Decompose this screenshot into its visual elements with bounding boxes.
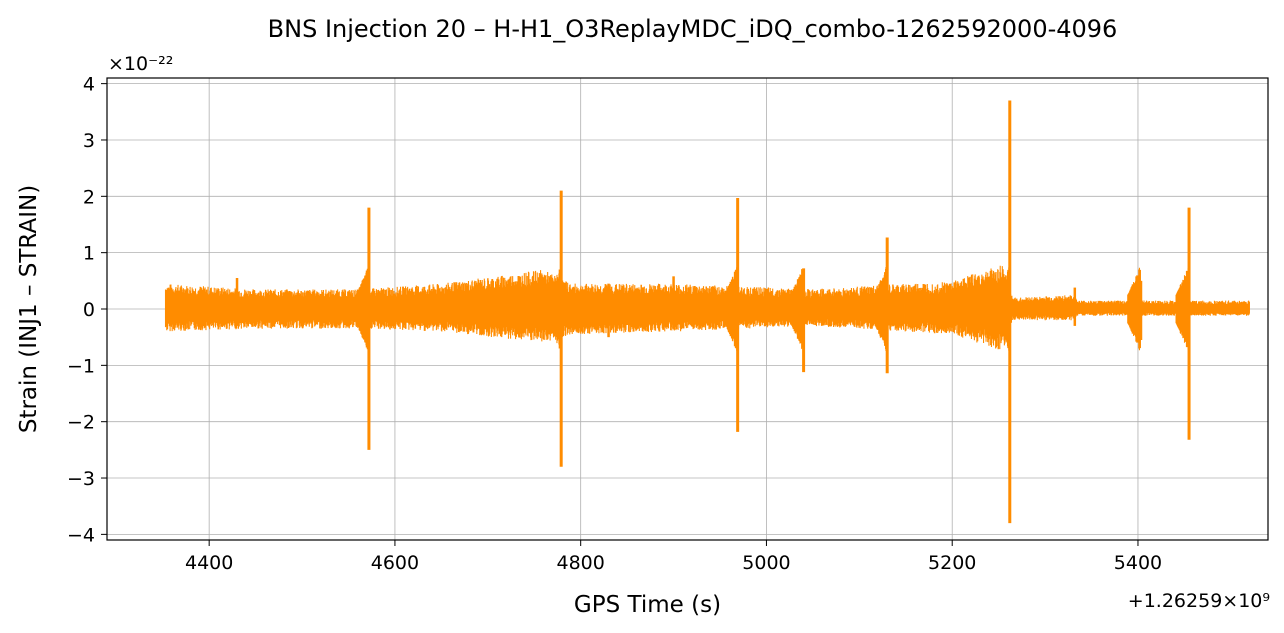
x-tick-label: 4600 (371, 552, 419, 574)
x-tick-label: 5000 (742, 552, 790, 574)
chirp-buildup (873, 267, 888, 351)
x-tick-label: 5400 (1114, 552, 1162, 574)
x-tick-label: 4800 (557, 552, 605, 574)
chirp-buildup (790, 269, 804, 349)
chirp-buildup (996, 267, 1011, 351)
y-tick-label: 2 (83, 186, 95, 208)
y-tick-label: 3 (83, 130, 95, 152)
chart-title: BNS Injection 20 – H-H1_O3ReplayMDC_iDQ_… (268, 15, 1118, 43)
y-tick-label: −2 (67, 412, 95, 434)
x-offset-label: +1.26259×10⁹ (1128, 590, 1270, 612)
chirp-buildup (1127, 267, 1141, 351)
chirp-buildup (547, 269, 562, 349)
y-tick-label: −1 (67, 355, 95, 377)
y-tick-label: 4 (83, 74, 95, 96)
y-tick-label: 1 (83, 243, 95, 265)
strain-band (164, 265, 1250, 350)
y-axis-ticks: −4 −3 −2 −1 0 1 2 3 4 (67, 74, 107, 546)
y-scale-label: ×10⁻²² (108, 53, 173, 75)
chirp-buildup (1175, 268, 1190, 350)
strain-series (164, 100, 1250, 524)
y-tick-label: −4 (67, 524, 95, 546)
chirp-buildup (355, 268, 370, 350)
y-tick-label: 0 (83, 299, 95, 321)
x-tick-label: 5200 (928, 552, 976, 574)
y-axis-label: Strain (INJ1 – STRAIN) (16, 185, 42, 433)
y-tick-label: −3 (67, 468, 95, 490)
chirp-buildup (724, 267, 738, 351)
x-tick-label: 4400 (185, 552, 233, 574)
x-axis-ticks: 4400 4600 4800 5000 5200 5400 (185, 540, 1162, 574)
x-axis-label: GPS Time (s) (574, 592, 721, 618)
